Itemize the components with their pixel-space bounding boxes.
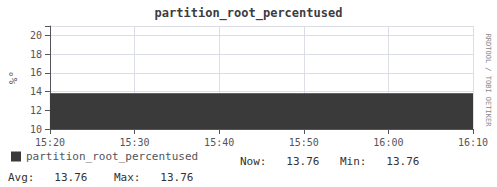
svg-text:partition_root_percentused: partition_root_percentused xyxy=(155,6,343,21)
svg-text:15:20: 15:20 xyxy=(35,137,65,148)
svg-text:16:10: 16:10 xyxy=(458,137,488,148)
svg-text:RRDTOOL / TOBI OETIKER: RRDTOOL / TOBI OETIKER xyxy=(484,34,492,128)
svg-text:partition_root_percentused: partition_root_percentused xyxy=(26,150,198,163)
svg-text:12: 12 xyxy=(30,105,42,116)
svg-text:20: 20 xyxy=(30,30,42,41)
svg-text:15:30: 15:30 xyxy=(119,137,149,148)
svg-text:Avg: 13.76 Max: 13.76: Avg: 13.76 Max: 13.76 xyxy=(8,171,193,184)
svg-text:18: 18 xyxy=(30,49,42,60)
svg-text:15:50: 15:50 xyxy=(289,137,319,148)
svg-text:Now: 13.76: Now: 13.76 xyxy=(240,155,319,168)
svg-text:15:40: 15:40 xyxy=(204,137,234,148)
svg-text:Min: 13.76: Min: 13.76 xyxy=(340,155,419,168)
svg-text:16:00: 16:00 xyxy=(373,137,403,148)
svg-text:%°: %° xyxy=(7,71,20,84)
svg-text:14: 14 xyxy=(30,86,42,97)
svg-text:10: 10 xyxy=(30,124,42,135)
svg-text:16: 16 xyxy=(30,67,42,78)
